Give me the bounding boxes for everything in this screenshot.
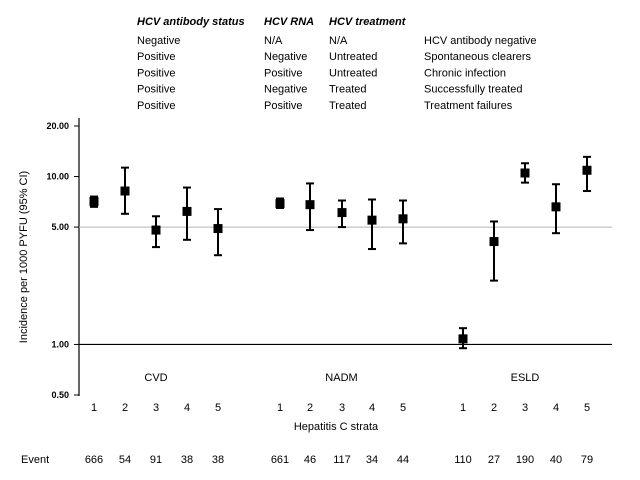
event-count-esld-1: 110 xyxy=(454,454,472,466)
event-count-esld-4: 40 xyxy=(550,454,562,466)
event-count-cvd-3: 91 xyxy=(150,454,162,466)
table-cell-r3-c3: Untreated xyxy=(329,67,377,79)
event-count-esld-5: 79 xyxy=(581,454,593,466)
x-tick-label-cvd-4: 4 xyxy=(184,402,190,414)
table-cell-r5-c3: Treated xyxy=(329,100,367,112)
table-cell-r5-c1: Positive xyxy=(137,100,176,112)
table-cell-r2-c2: Negative xyxy=(264,51,307,63)
x-tick-label-nadm-1: 1 xyxy=(277,402,283,414)
table-cell-r1-c2: N/A xyxy=(264,35,283,47)
x-tick-label-cvd-2: 2 xyxy=(122,402,128,414)
event-count-nadm-5: 44 xyxy=(397,454,409,466)
point-esld-1 xyxy=(458,334,468,344)
point-nadm-2 xyxy=(305,200,315,210)
y-tick-label-4: 1.00 xyxy=(51,339,69,349)
table-cell-r3-c1: Positive xyxy=(137,67,176,79)
event-count-esld-2: 27 xyxy=(488,454,500,466)
event-count-cvd-1: 666 xyxy=(85,454,103,466)
y-tick-label-2: 10.00 xyxy=(46,172,69,182)
x-tick-label-nadm-2: 2 xyxy=(307,402,313,414)
header-hcv-rna: HCV RNA xyxy=(264,16,314,28)
point-esld-2 xyxy=(489,237,499,247)
reference-lines xyxy=(79,226,612,346)
y-ticks: 20.00 10.00 5.00 1.00 0.50 xyxy=(46,121,79,400)
x-tick-label-esld-2: 2 xyxy=(491,402,497,414)
event-row-label: Event xyxy=(21,454,49,466)
point-cvd-3 xyxy=(151,225,161,235)
x-tick-label-nadm-5: 5 xyxy=(400,402,406,414)
table-cell-r1-c4: HCV antibody negative xyxy=(424,35,537,47)
point-nadm-5 xyxy=(398,214,408,224)
x-tick-label-cvd-5: 5 xyxy=(215,402,221,414)
x-tick-label-nadm-3: 3 xyxy=(339,402,345,414)
point-cvd-5 xyxy=(213,224,223,234)
header-hcv-treatment: HCV treatment xyxy=(329,16,407,28)
table-cell-r2-c4: Spontaneous clearers xyxy=(424,51,532,63)
y-axis-label: Incidence per 1000 PYFU (95% CI) xyxy=(18,171,30,343)
event-count-nadm-1: 661 xyxy=(271,454,289,466)
x-tick-label-esld-4: 4 xyxy=(553,402,559,414)
table-cell-r4-c1: Positive xyxy=(137,84,176,96)
event-counts: 666 54 91 38 38 661 46 117 34 44 110 27 190 40 79 xyxy=(85,454,593,466)
plot-marks xyxy=(89,155,592,350)
table-cell-r2-c3: Untreated xyxy=(329,51,377,63)
point-esld-3 xyxy=(520,168,530,178)
x-tick-label-cvd-1: 1 xyxy=(91,402,97,414)
table-cell-r4-c4: Successfully treated xyxy=(424,84,522,96)
group-label-esld: ESLD xyxy=(511,372,540,384)
table-cell-r1-c3: N/A xyxy=(329,35,348,47)
table-cell-r5-c4: Treatment failures xyxy=(424,100,513,112)
x-tick-label-esld-3: 3 xyxy=(522,402,528,414)
event-count-nadm-3: 117 xyxy=(333,454,351,466)
point-esld-4 xyxy=(551,202,561,212)
y-tick-label-3: 5.00 xyxy=(51,222,69,232)
x-tick-label-cvd-3: 3 xyxy=(153,402,159,414)
event-count-cvd-4: 38 xyxy=(181,454,193,466)
event-count-cvd-5: 38 xyxy=(212,454,224,466)
table-cell-r3-c4: Chronic infection xyxy=(424,67,506,79)
table-cell-r3-c2: Positive xyxy=(264,67,303,79)
event-count-nadm-4: 34 xyxy=(366,454,378,466)
group-labels: CVD NADM ESLD xyxy=(144,372,539,384)
x-ticks: 1 2 3 4 5 1 2 3 4 5 1 2 3 4 5 xyxy=(91,402,590,414)
table-cell-r1-c1: Negative xyxy=(137,35,180,47)
point-cvd-1 xyxy=(89,197,99,207)
table-cell-r4-c3: Treated xyxy=(329,84,367,96)
x-tick-label-esld-5: 5 xyxy=(584,402,590,414)
header-antibody-status: HCV antibody status xyxy=(137,16,245,28)
x-tick-label-esld-1: 1 xyxy=(460,402,466,414)
point-cvd-2 xyxy=(120,186,130,196)
x-tick-label-nadm-4: 4 xyxy=(369,402,375,414)
y-tick-label-1: 20.00 xyxy=(46,121,69,131)
strata-table: HCV antibody status HCV RNA HCV treatmen… xyxy=(137,16,537,112)
point-nadm-3 xyxy=(337,208,347,218)
table-cell-r2-c1: Positive xyxy=(137,51,176,63)
y-tick-label-5: 0.50 xyxy=(51,390,69,400)
point-cvd-4 xyxy=(182,206,192,216)
table-rows: Negative N/A N/A HCV antibody negative Posit… xyxy=(137,35,537,112)
point-esld-5 xyxy=(582,165,592,175)
event-count-nadm-2: 46 xyxy=(304,454,316,466)
group-label-nadm: NADM xyxy=(325,372,357,384)
event-count-esld-3: 190 xyxy=(516,454,534,466)
group-label-cvd: CVD xyxy=(144,372,167,384)
point-nadm-1 xyxy=(275,199,285,209)
event-count-cvd-2: 54 xyxy=(119,454,131,466)
x-axis-label: Hepatitis C strata xyxy=(294,421,379,433)
point-nadm-4 xyxy=(367,215,377,225)
table-cell-r5-c2: Positive xyxy=(264,100,303,112)
table-cell-r4-c2: Negative xyxy=(264,84,307,96)
